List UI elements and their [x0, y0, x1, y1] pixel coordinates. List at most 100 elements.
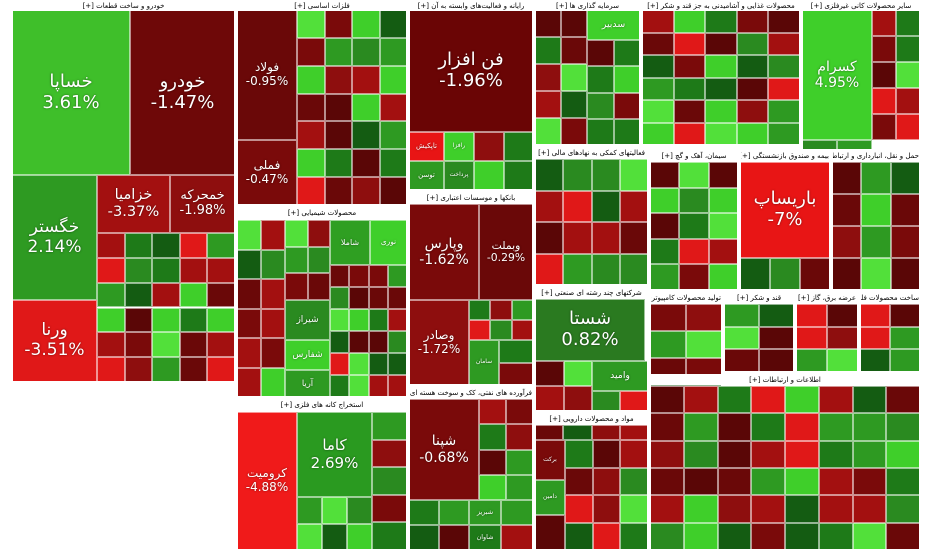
- stock-name: خزامیا: [114, 186, 153, 204]
- stock-tile[interactable]: ورنا -3.51%: [12, 300, 97, 382]
- filler-tile: [152, 282, 180, 308]
- stock-tile[interactable]: کاما 2.69%: [297, 412, 372, 497]
- sector-title[interactable]: فرآورده های نفتی، کک و سوخت هسته ای [+]: [410, 388, 532, 398]
- sector: عرضه برق، گاز [+]: [796, 292, 858, 372]
- stock-name: فملی: [253, 157, 281, 172]
- stock-tile[interactable]: وصادر -1.72%: [409, 300, 469, 385]
- sector-title[interactable]: قند و شکر [+]: [725, 293, 793, 303]
- filler-tile: [379, 65, 407, 94]
- filler-tile: [896, 10, 920, 36]
- filler-tile: [297, 37, 325, 66]
- sector-title[interactable]: تولید محصولات کامپیوتری [+]: [651, 293, 721, 303]
- sector-title[interactable]: اطلاعات و ارتباطات [+]: [651, 375, 919, 385]
- stock-name: خساپا: [49, 70, 93, 92]
- sector: سرمایه گذاری ها [+]: [535, 0, 640, 145]
- sector-title[interactable]: سایر محصولات کانی غیرفلزی [+]: [803, 1, 919, 11]
- stock-tile[interactable]: کسرام 4.95%: [802, 10, 872, 140]
- stock-tile[interactable]: فن افزار -1.96%: [409, 10, 533, 132]
- sector-title[interactable]: خودرو و ساخت قطعات [+]: [13, 1, 234, 11]
- sector-title[interactable]: سرمایه گذاری ها [+]: [536, 1, 639, 11]
- stock-tile[interactable]: برکت: [535, 440, 565, 480]
- sector-title[interactable]: بانکها و موسسات اعتباری [+]: [410, 193, 532, 203]
- sector-title[interactable]: شرکتهای چند رشته ای صنعتی [+]: [536, 288, 647, 298]
- sector-title[interactable]: فلزات اساسی [+]: [238, 1, 406, 11]
- stock-tile[interactable]: سامان: [469, 340, 499, 385]
- filler-tile: [705, 32, 737, 55]
- filler-tile: [679, 264, 709, 290]
- stock-change: -3.51%: [24, 340, 85, 360]
- sector-title[interactable]: محصولات شیمیایی [+]: [238, 208, 406, 218]
- filler-tile: [736, 55, 769, 78]
- sector-title[interactable]: ساخت محصولات فلزی [+]: [861, 293, 919, 303]
- filler-tile: [307, 220, 330, 247]
- sector-title[interactable]: استخراج کانه های فلزی [+]: [238, 400, 406, 410]
- filler-tile: [261, 249, 285, 279]
- stock-change: 3.61%: [42, 91, 100, 113]
- stock-tile[interactable]: نوری: [370, 220, 407, 265]
- stock-tile[interactable]: فولاد -0.95%: [237, 10, 297, 140]
- filler-tile: [890, 194, 920, 226]
- stock-tile[interactable]: شبریز: [469, 500, 501, 525]
- sector-title[interactable]: بیمه و صندوق بازنشستگی [+]: [741, 151, 829, 161]
- stock-name: وبملت: [491, 238, 521, 252]
- filler-tile: [237, 249, 261, 279]
- filler-tile: [705, 77, 737, 100]
- stock-tile[interactable]: توسن: [409, 161, 444, 190]
- stock-tile[interactable]: خمحرکه -1.98%: [170, 175, 235, 233]
- stock-change: -7%: [767, 209, 803, 230]
- stock-tile[interactable]: فملی -0.47%: [237, 140, 297, 205]
- filler-tile: [330, 309, 350, 331]
- stock-tile[interactable]: خساپا 3.61%: [12, 10, 130, 175]
- filler-tile: [705, 100, 737, 123]
- filler-tile: [717, 440, 752, 468]
- filler-tile: [207, 307, 235, 333]
- stock-tile[interactable]: شپنا -0.68%: [409, 399, 479, 500]
- stock-name: کاما: [322, 436, 347, 455]
- stock-tile[interactable]: وامید: [592, 361, 648, 391]
- filler-tile: [349, 287, 369, 309]
- sector-title[interactable]: سیمان، آهک و گچ [+]: [651, 151, 737, 161]
- sector-title[interactable]: فعالیتهای کمکی به نهادهای مالی [+]: [536, 148, 647, 158]
- stock-tile[interactable]: تاپکیش: [409, 132, 444, 161]
- stock-tile[interactable]: خزامیا -3.37%: [97, 175, 170, 233]
- filler-tile: [591, 222, 620, 254]
- stock-tile[interactable]: شستا 0.82%: [535, 299, 645, 361]
- filler-tile: [650, 495, 684, 523]
- stock-change: 0.82%: [561, 329, 619, 350]
- stock-tile[interactable]: رافزا: [444, 132, 474, 161]
- stock-tile[interactable]: شاملا: [330, 220, 370, 265]
- stock-tile[interactable]: آریا: [285, 370, 330, 397]
- stock-tile[interactable]: کرومیت -4.88%: [237, 412, 297, 550]
- stock-tile[interactable]: وبملت -0.29%: [479, 204, 533, 300]
- filler-tile: [501, 500, 533, 525]
- stock-tile[interactable]: وپارس -1.62%: [409, 204, 479, 300]
- sector-title[interactable]: محصولات غذایی و آشامیدنی به جز قند و شکر…: [643, 1, 799, 11]
- filler-tile: [861, 226, 891, 258]
- filler-tile: [679, 213, 709, 239]
- filler-tile: [818, 386, 853, 414]
- filler-tile: [349, 309, 369, 331]
- sector: بانکها و موسسات اعتباری [+]: [409, 192, 533, 385]
- stock-tile[interactable]: دامین: [535, 480, 565, 515]
- sector-title[interactable]: حمل و نقل، انبارداری و ارتباطات [+]: [833, 151, 919, 161]
- stock-tile[interactable]: سدبیر: [587, 10, 640, 40]
- sector-title[interactable]: رایانه و فعالیت‌های وابسته به آن [+]: [410, 1, 532, 11]
- sector-title[interactable]: عرضه برق، گاز [+]: [797, 293, 857, 303]
- stock-tile[interactable]: باریساپ -7%: [740, 162, 830, 258]
- filler-tile: [679, 187, 709, 214]
- filler-tile: [330, 287, 350, 309]
- stock-tile[interactable]: شاوان: [469, 525, 501, 550]
- stock-tile[interactable]: شیراز: [285, 300, 330, 340]
- filler-tile: [124, 307, 153, 333]
- stock-tile[interactable]: شفارس: [285, 340, 330, 370]
- stock-tile[interactable]: پرداخت: [444, 161, 474, 190]
- filler-tile: [717, 386, 752, 414]
- filler-tile: [785, 440, 819, 468]
- stock-name: شستا: [568, 308, 612, 330]
- sector-title[interactable]: مواد و محصولات دارویی [+]: [536, 414, 647, 424]
- sector: سیمان، آهک و گچ [+]: [650, 150, 738, 290]
- filler-tile: [565, 467, 593, 495]
- filler-tile: [372, 439, 407, 468]
- filler-tile: [97, 282, 125, 308]
- stock-tile[interactable]: خگستر 2.14%: [12, 175, 97, 300]
